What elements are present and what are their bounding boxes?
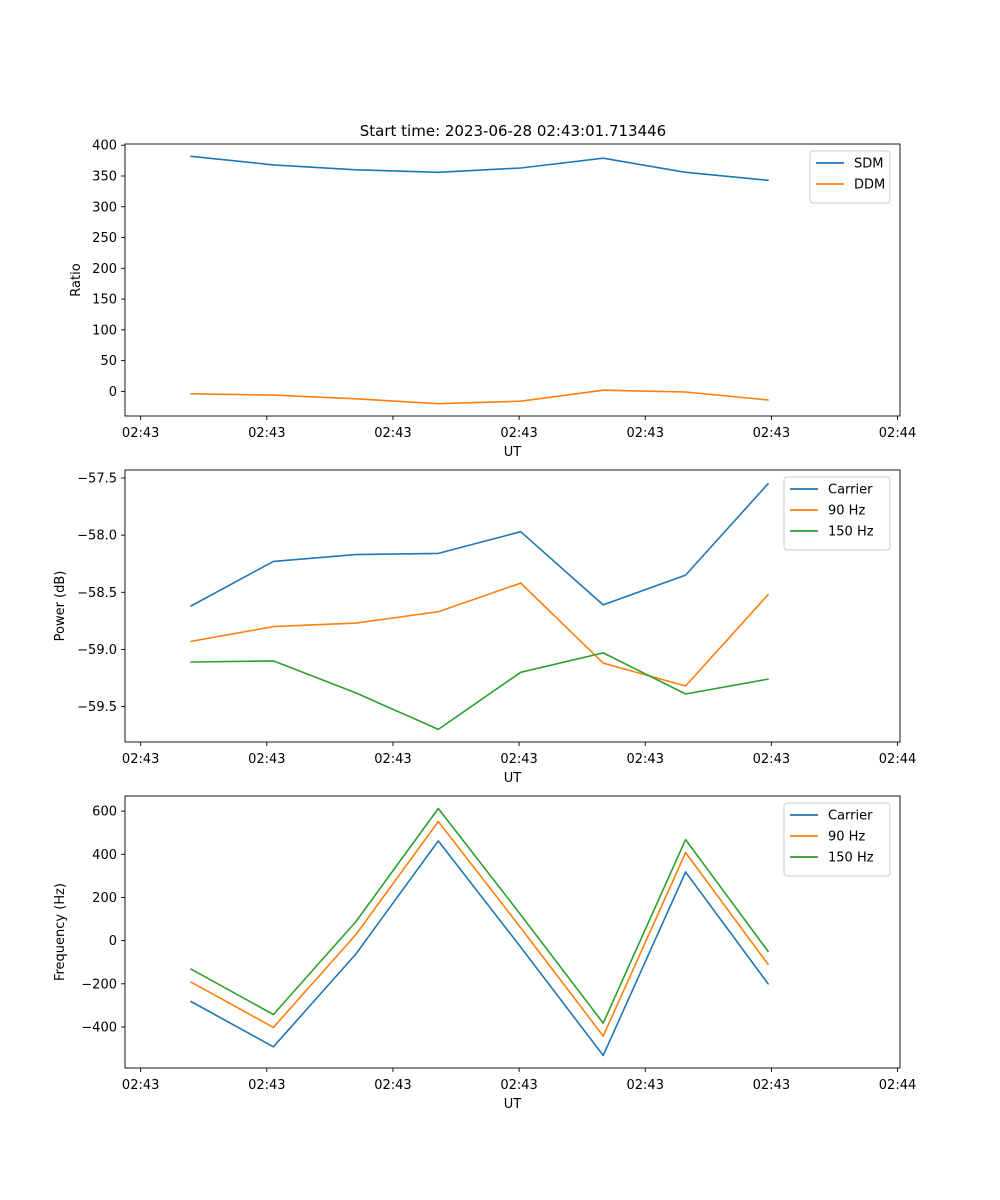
legend: Carrier 90 Hz 150 Hz bbox=[783, 476, 891, 551]
x-axis-label: UT bbox=[504, 445, 522, 460]
y-tick-label: 200 bbox=[92, 262, 117, 277]
x-tick-label: 02:43 bbox=[122, 752, 159, 767]
x-axis-label: UT bbox=[504, 1097, 522, 1112]
legend: Carrier 90 Hz 150 Hz bbox=[783, 802, 891, 877]
axes-frame bbox=[124, 795, 901, 1069]
x-tick-label: 02:43 bbox=[753, 426, 790, 441]
x-tick-label: 02:43 bbox=[374, 752, 411, 767]
x-tick-label: 02:43 bbox=[627, 426, 664, 441]
legend-label: 90 Hz bbox=[828, 830, 865, 845]
subplot-1: 02:43 02:43 02:43 02:43 02:43 02:43 02:44 0 50 10… bbox=[69, 139, 916, 460]
y-tick-label: 150 bbox=[92, 293, 117, 308]
series-line-sdm bbox=[190, 155, 769, 182]
x-tick-label: 02:43 bbox=[248, 752, 285, 767]
series-line-carrier bbox=[190, 840, 769, 1057]
x-tick-label: 02:44 bbox=[879, 1078, 916, 1093]
x-tick-label: 02:43 bbox=[627, 1078, 664, 1093]
y-tick-label: 200 bbox=[92, 891, 117, 906]
x-tick-label: 02:43 bbox=[374, 426, 411, 441]
y-tick-label: −58.5 bbox=[77, 586, 117, 601]
chart-root: 02:43 02:43 02:43 02:43 02:43 02:43 02:44 0 50 10… bbox=[53, 139, 916, 1112]
legend: SDM DDM bbox=[809, 150, 891, 204]
series-line-150-hz bbox=[190, 807, 769, 1024]
y-tick-label: 250 bbox=[92, 231, 117, 246]
legend-label: DDM bbox=[854, 178, 885, 193]
legend-label: 150 Hz bbox=[828, 525, 874, 540]
y-tick-label: 400 bbox=[92, 139, 117, 154]
y-tick-label: 300 bbox=[92, 200, 117, 215]
x-tick-label: 02:44 bbox=[879, 752, 916, 767]
legend-box bbox=[809, 150, 891, 204]
y-tick-label: 0 bbox=[109, 385, 117, 400]
x-tick-label: 02:44 bbox=[879, 426, 916, 441]
x-tick-label: 02:43 bbox=[248, 1078, 285, 1093]
x-tick-label: 02:43 bbox=[248, 426, 285, 441]
legend-label: Carrier bbox=[828, 809, 873, 824]
y-axis-label: Frequency (Hz) bbox=[53, 883, 68, 981]
x-tick-label: 02:43 bbox=[627, 752, 664, 767]
x-tick-label: 02:43 bbox=[500, 752, 537, 767]
legend-label: Carrier bbox=[828, 483, 873, 498]
y-tick-label: −59.5 bbox=[77, 700, 117, 715]
y-tick-label: 100 bbox=[92, 323, 117, 338]
y-tick-label: 50 bbox=[100, 354, 117, 369]
figure-title: Start time: 2023-06-28 02:43:01.713446 bbox=[360, 122, 666, 140]
y-tick-label: −400 bbox=[81, 1020, 117, 1035]
series-line-carrier bbox=[190, 482, 769, 607]
x-tick-label: 02:43 bbox=[500, 1078, 537, 1093]
axes-frame bbox=[124, 469, 901, 743]
y-axis-label: Ratio bbox=[69, 263, 84, 296]
legend-label: SDM bbox=[854, 157, 883, 172]
series-line-90-hz bbox=[190, 582, 769, 687]
x-tick-label: 02:43 bbox=[374, 1078, 411, 1093]
y-tick-label: 600 bbox=[92, 805, 117, 820]
y-tick-label: −58.0 bbox=[77, 529, 117, 544]
axes-frame bbox=[124, 143, 901, 417]
legend-label: 90 Hz bbox=[828, 504, 865, 519]
x-tick-label: 02:43 bbox=[500, 426, 537, 441]
subplot-3: 02:43 02:43 02:43 02:43 02:43 02:43 02:44 −400 −… bbox=[53, 795, 916, 1112]
x-tick-label: 02:43 bbox=[122, 426, 159, 441]
y-tick-label: 0 bbox=[109, 934, 117, 949]
x-axis-label: UT bbox=[504, 771, 522, 786]
subplot-2: 02:43 02:43 02:43 02:43 02:43 02:43 02:44 −59.5… bbox=[53, 469, 916, 786]
x-tick-label: 02:43 bbox=[122, 1078, 159, 1093]
y-tick-label: −200 bbox=[81, 977, 117, 992]
y-tick-label: 350 bbox=[92, 170, 117, 185]
series-line-ddm bbox=[190, 389, 769, 405]
legend-label: 150 Hz bbox=[828, 851, 874, 866]
series-line-90-hz bbox=[190, 820, 769, 1037]
y-tick-label: 400 bbox=[92, 848, 117, 863]
y-axis-label: Power (dB) bbox=[53, 571, 68, 642]
x-tick-label: 02:43 bbox=[753, 1078, 790, 1093]
y-tick-label: −59.0 bbox=[77, 643, 117, 658]
series-line-150-hz bbox=[190, 652, 769, 731]
y-tick-label: −57.5 bbox=[77, 472, 117, 487]
x-tick-label: 02:43 bbox=[753, 752, 790, 767]
